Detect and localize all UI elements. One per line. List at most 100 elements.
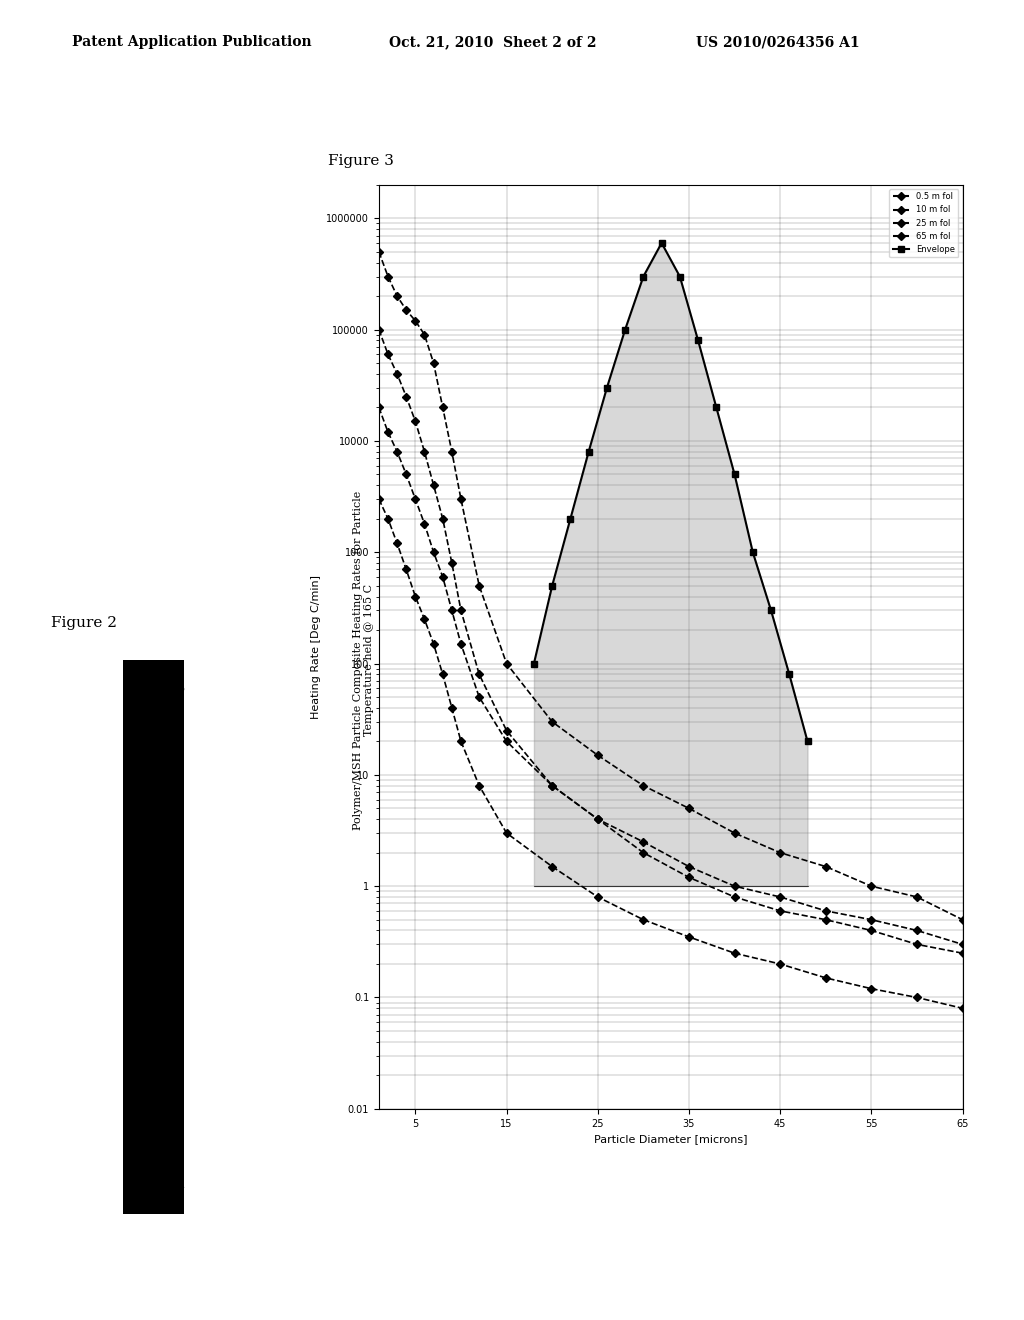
0.5 m fol (910, 890, 923, 906)
0.5 m fol (473, 578, 485, 594)
10 m fol (427, 478, 439, 494)
Text: Patent Application Publication: Patent Application Publication (72, 36, 311, 49)
0.5 m fol (728, 825, 740, 841)
65 m fol (427, 636, 439, 652)
10 m fol (546, 777, 558, 793)
25 m fol (774, 903, 786, 919)
25 m fol (419, 516, 431, 532)
10 m fol (910, 923, 923, 939)
0.5 m fol (819, 858, 831, 874)
65 m fol (391, 536, 403, 552)
25 m fol (956, 945, 969, 961)
25 m fol (436, 569, 449, 585)
0.5 m fol (546, 714, 558, 730)
25 m fol (427, 544, 439, 560)
Envelope (674, 268, 686, 284)
X-axis label: Particle Diameter [microns]: Particle Diameter [microns] (594, 1134, 748, 1144)
Text: Figure 3: Figure 3 (328, 154, 393, 168)
65 m fol (683, 929, 695, 945)
Envelope (655, 235, 668, 251)
65 m fol (373, 491, 385, 507)
25 m fol (382, 424, 394, 440)
65 m fol (910, 990, 923, 1006)
10 m fol (819, 903, 831, 919)
0.5 m fol (774, 845, 786, 861)
65 m fol (436, 667, 449, 682)
65 m fol (501, 825, 513, 841)
Envelope (583, 444, 595, 459)
0.5 m fol (865, 878, 878, 894)
65 m fol (865, 981, 878, 997)
25 m fol (400, 466, 413, 482)
25 m fol (683, 870, 695, 886)
0.5 m fol (427, 355, 439, 371)
0.5 m fol (391, 288, 403, 304)
65 m fol (819, 970, 831, 986)
10 m fol (391, 366, 403, 381)
25 m fol (473, 689, 485, 705)
25 m fol (637, 845, 649, 861)
0.5 m fol (455, 491, 467, 507)
25 m fol (410, 491, 422, 507)
Envelope (618, 322, 631, 338)
Envelope (765, 602, 777, 618)
10 m fol (436, 511, 449, 527)
10 m fol (373, 322, 385, 338)
65 m fol (400, 561, 413, 577)
0.5 m fol (592, 747, 604, 763)
25 m fol (445, 602, 458, 618)
25 m fol (501, 734, 513, 750)
0.5 m fol (410, 313, 422, 329)
10 m fol (445, 556, 458, 572)
Line: 25 m fol: 25 m fol (376, 405, 966, 956)
25 m fol (865, 923, 878, 939)
Envelope (601, 380, 613, 396)
10 m fol (865, 912, 878, 928)
0.5 m fol (445, 444, 458, 459)
25 m fol (455, 636, 467, 652)
Line: Envelope: Envelope (531, 240, 810, 744)
0.5 m fol (419, 327, 431, 343)
Envelope (546, 578, 558, 594)
0.5 m fol (400, 302, 413, 318)
0.5 m fol (501, 656, 513, 672)
Envelope (746, 544, 759, 560)
65 m fol (410, 589, 422, 605)
10 m fol (410, 413, 422, 429)
65 m fol (592, 890, 604, 906)
25 m fol (819, 912, 831, 928)
10 m fol (455, 602, 467, 618)
25 m fol (910, 936, 923, 952)
Envelope (692, 333, 705, 348)
65 m fol (637, 912, 649, 928)
10 m fol (592, 812, 604, 828)
Line: 10 m fol: 10 m fol (376, 327, 966, 948)
Line: 65 m fol: 65 m fol (376, 496, 966, 1011)
0.5 m fol (373, 244, 385, 260)
Text: US 2010/0264356 A1: US 2010/0264356 A1 (696, 36, 860, 49)
10 m fol (956, 936, 969, 952)
65 m fol (455, 734, 467, 750)
65 m fol (473, 777, 485, 793)
65 m fol (956, 1001, 969, 1016)
10 m fol (419, 444, 431, 459)
Envelope (711, 400, 723, 416)
0.5 m fol (382, 268, 394, 284)
Text: Oct. 21, 2010  Sheet 2 of 2: Oct. 21, 2010 Sheet 2 of 2 (389, 36, 597, 49)
65 m fol (774, 956, 786, 972)
0.5 m fol (683, 800, 695, 816)
25 m fol (728, 890, 740, 906)
65 m fol (728, 945, 740, 961)
10 m fol (728, 878, 740, 894)
10 m fol (683, 858, 695, 874)
10 m fol (637, 834, 649, 850)
10 m fol (501, 722, 513, 738)
65 m fol (445, 700, 458, 715)
Text: Polymer/MSH Particle Composite Heating Rates for Particle
Temperature held @ 165: Polymer/MSH Particle Composite Heating R… (352, 490, 375, 830)
Legend: 0.5 m fol, 10 m fol, 25 m fol, 65 m fol, Envelope: 0.5 m fol, 10 m fol, 25 m fol, 65 m fol,… (890, 189, 958, 257)
25 m fol (546, 777, 558, 793)
Envelope (783, 667, 796, 682)
Envelope (527, 656, 540, 672)
0.5 m fol (956, 912, 969, 928)
10 m fol (473, 667, 485, 682)
